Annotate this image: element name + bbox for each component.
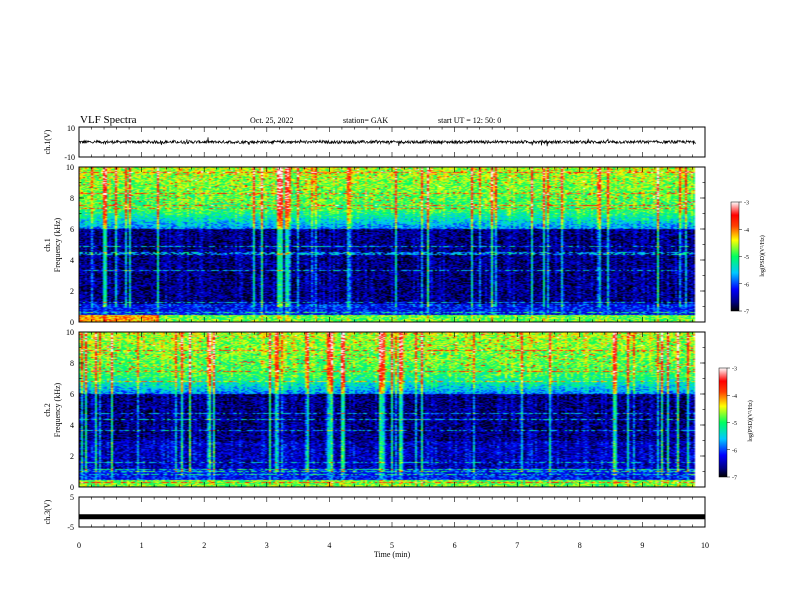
x-tick-label: 8 [578, 541, 582, 550]
x-tick-label: 3 [265, 541, 269, 550]
colorbar-tick-label: -7 [732, 476, 737, 482]
colorbar-tick-label: -6 [744, 282, 749, 288]
ch1-waveform-ylabel: ch.1(V) [43, 129, 52, 154]
date-label: Oct. 25, 2022 [250, 116, 294, 125]
x-tick-label: 5 [390, 541, 394, 550]
ch1-waveform-ytick-bottom: -10 [64, 153, 75, 162]
ch1-colorbar-ticks: -3 -4 -5 -6 -7 [739, 201, 749, 316]
x-tick-label: 9 [640, 541, 644, 550]
y-tick-label: 10 [66, 328, 74, 337]
ch1-spectrogram-ylabel-2: Frequency (kHz) [53, 217, 62, 272]
x-axis-label: Time (min) [374, 550, 411, 559]
x-tick-label: 4 [327, 541, 331, 550]
ch3-waveform-ytick-bottom: -5 [67, 523, 74, 532]
y-tick-label: 6 [70, 225, 74, 234]
colorbar-tick-label: -7 [744, 310, 749, 316]
x-tick-label: 1 [140, 541, 144, 550]
station-label: station= GAK [343, 116, 388, 125]
ch1-spectrogram-ticks [78, 167, 706, 322]
y-tick-label: 8 [70, 359, 74, 368]
ch1-spectrogram-image [79, 167, 705, 322]
x-axis-tick-labels: 0 1 2 3 4 5 6 7 8 9 10 [77, 541, 709, 550]
ch2-colorbar [718, 367, 728, 478]
ch1-waveform-ytick-top: 10 [67, 124, 75, 133]
ch3-waveform-ticks [78, 497, 706, 527]
ch2-spectrogram-yticks: 0 2 4 6 8 10 [66, 328, 705, 492]
x-tick-label: 6 [453, 541, 457, 550]
ch2-colorbar-ticks: -3 -4 -5 -6 -7 [727, 367, 737, 482]
ch2-spectrogram-image [79, 332, 705, 487]
figure-title: VLF Spectra [80, 114, 137, 126]
ch3-waveform-ylabel: ch.3(V) [43, 499, 52, 524]
y-tick-label: 0 [70, 483, 74, 492]
ch3-waveform-ytick-top: 5 [70, 493, 74, 502]
colorbar-tick-label: -3 [744, 201, 749, 207]
y-tick-label: 4 [70, 421, 74, 430]
ch2-spectrogram-ylabel-1: ch.2 [43, 403, 52, 417]
colorbar-tick-label: -3 [732, 367, 737, 373]
colorbar-tick-label: -5 [744, 255, 749, 261]
x-tick-label: 0 [77, 541, 81, 550]
y-tick-label: 6 [70, 390, 74, 399]
colorbar-tick-label: -5 [732, 421, 737, 427]
ch1-spectrogram-yticks: 0 2 4 6 8 10 [66, 163, 705, 327]
ch1-spectrogram-ylabel-1: ch.1 [43, 238, 52, 252]
ch1-waveform-series [78, 137, 696, 147]
x-tick-label: 7 [515, 541, 519, 550]
ch2-colorbar-label: log(PSD)(V²/Hz) [747, 400, 754, 441]
ch3-waveform-panel: 5 -5 ch.3(V) [43, 493, 706, 532]
y-tick-label: 2 [70, 287, 74, 296]
y-tick-label: 0 [70, 318, 74, 327]
ch1-waveform-ticks [78, 127, 706, 157]
ch1-waveform-panel: 10 -10 ch.1(V) [43, 124, 706, 162]
y-tick-label: 2 [70, 452, 74, 461]
start-time-label: start UT = 12: 50: 0 [438, 116, 501, 125]
x-tick-label: 2 [202, 541, 206, 550]
colorbar-tick-label: -4 [732, 394, 737, 400]
colorbar-tick-label: -6 [732, 448, 737, 454]
ch1-colorbar-label: log(PSD)(V²/Hz) [759, 235, 766, 276]
ch1-colorbar [730, 201, 740, 312]
ch2-spectrogram-ticks [78, 332, 706, 487]
y-tick-label: 4 [70, 256, 74, 265]
ch2-spectrogram-ylabel-2: Frequency (kHz) [53, 382, 62, 437]
colorbar-tick-label: -4 [744, 228, 749, 234]
x-tick-label: 10 [701, 541, 709, 550]
y-tick-label: 10 [66, 163, 74, 172]
y-tick-label: 8 [70, 194, 74, 203]
